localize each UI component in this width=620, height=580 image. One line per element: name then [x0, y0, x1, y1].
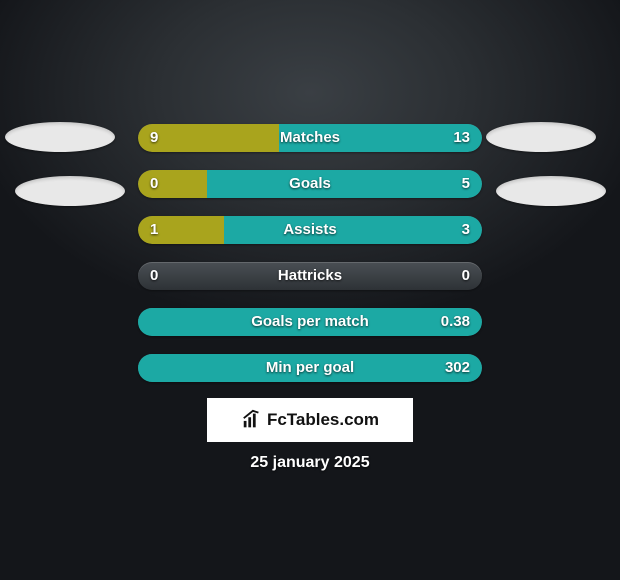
stat-label: Assists — [138, 216, 482, 244]
stat-row: 0.38Goals per match — [138, 308, 482, 336]
stat-row: 302Min per goal — [138, 354, 482, 382]
stat-label: Matches — [138, 124, 482, 152]
stat-label: Goals per match — [138, 308, 482, 336]
stat-bars: 913Matches 05Goals 13Assists 00Hattricks 0.3… — [138, 124, 482, 400]
stat-row: 00Hattricks — [138, 262, 482, 290]
stat-label: Min per goal — [138, 354, 482, 382]
player1-club-avatar — [15, 176, 125, 206]
player2-club-avatar — [496, 176, 606, 206]
stat-label: Goals — [138, 170, 482, 198]
player1-avatar — [5, 122, 115, 152]
branding-text: FcTables.com — [267, 410, 379, 430]
stat-row: 05Goals — [138, 170, 482, 198]
branding-badge: FcTables.com — [207, 398, 413, 442]
chart-icon — [241, 409, 263, 431]
player2-avatar — [486, 122, 596, 152]
stat-row: 13Assists — [138, 216, 482, 244]
stat-label: Hattricks — [138, 262, 482, 290]
date-text: 25 january 2025 — [0, 454, 620, 472]
stat-row: 913Matches — [138, 124, 482, 152]
